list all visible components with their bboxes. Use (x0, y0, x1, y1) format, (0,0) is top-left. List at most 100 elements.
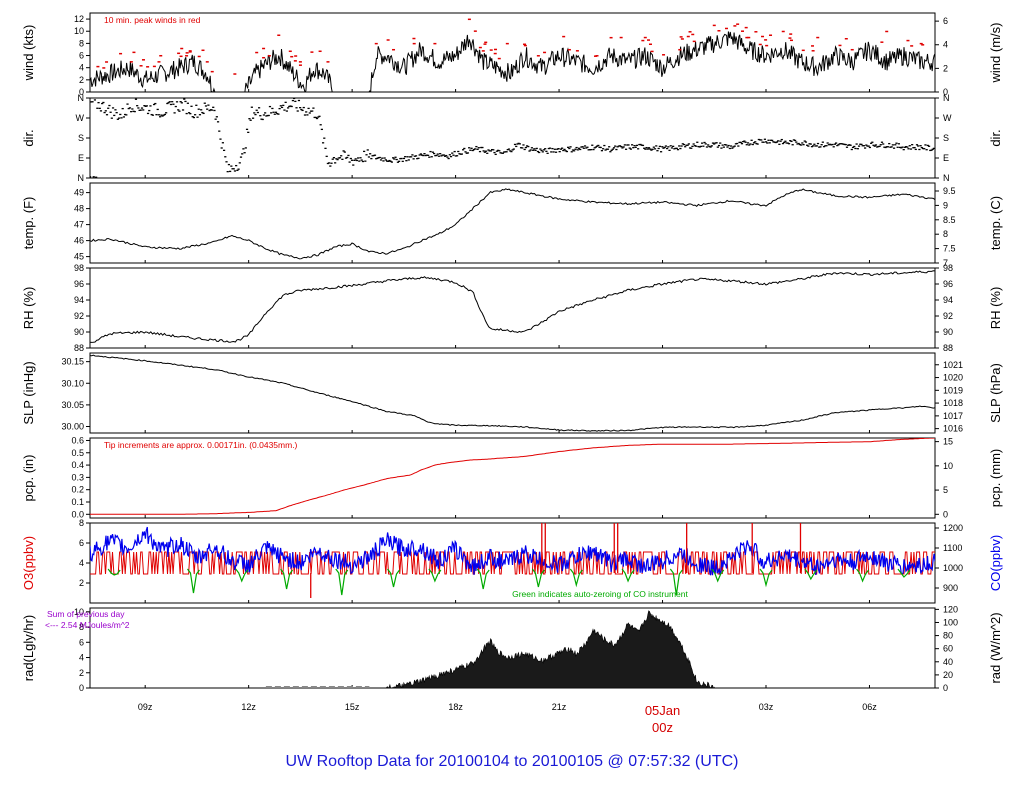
left-tick-label: 98 (74, 263, 84, 273)
series-line-rh-0 (90, 270, 935, 343)
direction-dot (216, 121, 220, 123)
direction-dot (708, 145, 711, 148)
plot-area-rad (265, 610, 715, 688)
direction-dot (868, 146, 872, 149)
direction-dot (105, 114, 109, 116)
direction-dot (314, 116, 317, 119)
direction-dot (594, 146, 597, 148)
direction-dot (179, 101, 182, 103)
direction-dot (174, 105, 177, 108)
direction-dot (447, 157, 450, 160)
direction-dot (931, 148, 934, 150)
direction-dot (367, 156, 371, 158)
direction-dot (739, 141, 742, 144)
direction-dot (787, 143, 791, 145)
direction-dot (503, 151, 506, 153)
direction-dot (756, 143, 759, 145)
direction-dot (463, 147, 466, 150)
direction-dot (793, 139, 797, 142)
direction-dot (349, 157, 352, 160)
direction-dot (243, 152, 246, 154)
direction-dot (623, 144, 626, 146)
direction-dot (600, 150, 604, 152)
direction-dot (879, 144, 882, 146)
direction-dot (242, 148, 245, 150)
direction-dot (533, 148, 536, 150)
peak-wind-point (910, 45, 914, 47)
right-tick-label: 90 (943, 327, 953, 337)
figure-caption: UW Rooftop Data for 20100104 to 20100105… (286, 753, 739, 770)
peak-wind-point (744, 26, 748, 29)
direction-dot (401, 160, 404, 163)
direction-dot (227, 163, 231, 166)
peak-wind-point (758, 43, 762, 46)
direction-dot (803, 140, 806, 142)
right-tick-label: 1200 (943, 523, 963, 533)
peak-wind-point (185, 55, 189, 57)
direction-dot (136, 105, 139, 107)
peak-wind-point (141, 59, 145, 61)
series-line-pcp-0 (90, 438, 935, 515)
y-axis-label-left: RH (%) (21, 287, 36, 330)
direction-dot (225, 161, 228, 163)
direction-dot (762, 141, 765, 143)
peak-wind-point (386, 39, 390, 41)
peak-wind-point (478, 46, 482, 49)
co-autozero-spike (531, 568, 545, 588)
direction-dot (587, 149, 590, 151)
direction-dot (842, 143, 845, 145)
direction-dot (754, 141, 757, 143)
co-autozero-spike (759, 568, 773, 588)
peak-wind-point (262, 47, 266, 50)
direction-dot (538, 151, 541, 154)
direction-dot (686, 144, 689, 146)
direction-dot (208, 109, 211, 112)
direction-dot (513, 143, 517, 146)
peak-wind-point (412, 42, 416, 45)
plot-area-wind (90, 18, 935, 92)
direction-dot (645, 146, 648, 149)
direction-dot (177, 109, 180, 111)
direction-dot (680, 145, 683, 147)
direction-dot (790, 140, 793, 143)
direction-dot (161, 115, 164, 117)
direction-dot (649, 148, 652, 150)
right-tick-label: 100 (943, 617, 958, 627)
direction-dot (872, 144, 875, 146)
peak-wind-point (648, 43, 652, 46)
direction-dot (261, 118, 264, 121)
direction-dot (821, 141, 824, 143)
co-autozero-spike (428, 568, 442, 583)
direction-dot (215, 116, 218, 118)
peak-wind-point (188, 50, 192, 52)
direction-dot (197, 108, 200, 110)
direction-dot (507, 148, 511, 150)
left-tick-label: 0 (79, 683, 84, 693)
direction-dot (774, 141, 777, 144)
peak-wind-point (688, 31, 692, 33)
direction-dot (272, 111, 275, 113)
direction-dot (470, 147, 473, 149)
panel-note-rad: Sum of previous day (47, 609, 125, 619)
direction-dot (894, 144, 897, 146)
direction-dot (598, 146, 601, 148)
right-tick-label: 2 (943, 63, 948, 73)
direction-dot (255, 109, 258, 111)
peak-wind-point (129, 61, 133, 63)
direction-dot (923, 148, 926, 150)
direction-dot (116, 118, 119, 120)
peak-wind-point (733, 25, 737, 27)
right-tick-label: 1019 (943, 385, 963, 395)
direction-dot (226, 170, 229, 173)
direction-dot (355, 159, 358, 162)
direction-dot (850, 148, 853, 151)
series-line-wind-0 (90, 31, 935, 92)
direction-dot (233, 170, 237, 172)
direction-dot (413, 155, 416, 157)
direction-dot (609, 151, 612, 153)
direction-dot (844, 143, 847, 146)
direction-dot (306, 114, 309, 116)
direction-dot (406, 156, 409, 158)
direction-dot (891, 144, 894, 146)
